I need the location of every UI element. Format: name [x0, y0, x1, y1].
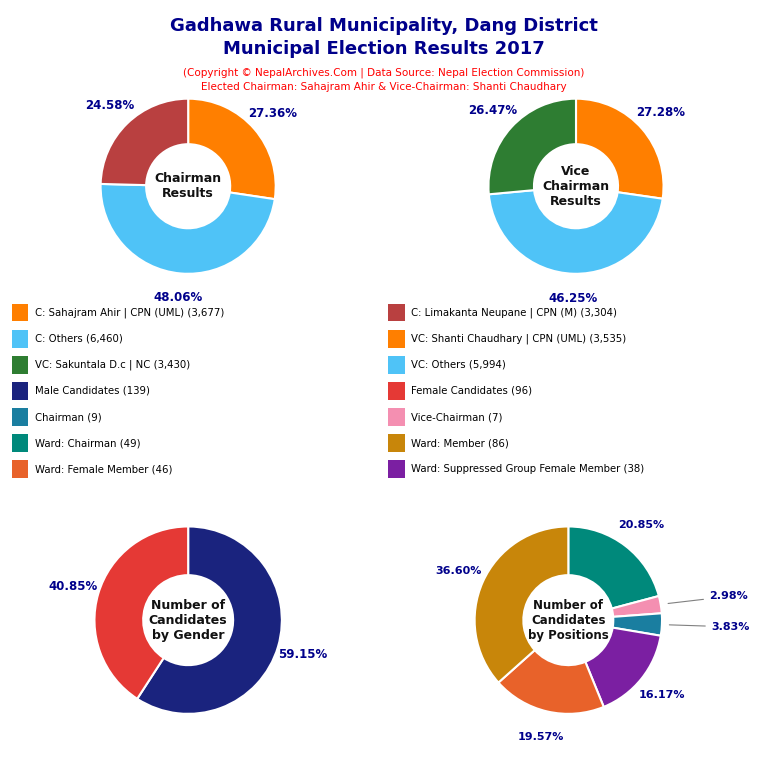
Text: 20.85%: 20.85%	[618, 520, 664, 530]
Wedge shape	[94, 527, 188, 699]
Bar	[388, 461, 405, 478]
Text: VC: Shanti Chaudhary | CPN (UML) (3,535): VC: Shanti Chaudhary | CPN (UML) (3,535)	[411, 333, 626, 344]
Bar	[12, 330, 28, 347]
Text: 26.47%: 26.47%	[468, 104, 518, 118]
Text: Male Candidates (139): Male Candidates (139)	[35, 386, 150, 396]
Text: 40.85%: 40.85%	[48, 580, 98, 593]
Text: Female Candidates (96): Female Candidates (96)	[411, 386, 532, 396]
Text: Vice
Chairman
Results: Vice Chairman Results	[542, 165, 610, 207]
Text: Ward: Female Member (46): Ward: Female Member (46)	[35, 464, 172, 475]
Text: 27.36%: 27.36%	[249, 107, 297, 120]
Wedge shape	[576, 99, 664, 199]
Text: Chairman (9): Chairman (9)	[35, 412, 101, 422]
Text: 19.57%: 19.57%	[518, 732, 564, 742]
Bar	[12, 461, 28, 478]
Text: Number of
Candidates
by Gender: Number of Candidates by Gender	[149, 599, 227, 641]
Wedge shape	[612, 596, 662, 617]
Text: Number of
Candidates
by Positions: Number of Candidates by Positions	[528, 599, 609, 641]
Wedge shape	[101, 99, 188, 185]
Wedge shape	[475, 527, 568, 683]
Wedge shape	[488, 190, 663, 273]
Wedge shape	[488, 99, 576, 194]
Bar	[12, 382, 28, 399]
Bar	[388, 330, 405, 347]
Wedge shape	[568, 527, 659, 608]
Bar	[388, 435, 405, 452]
Text: Gadhawa Rural Municipality, Dang District
Municipal Election Results 2017: Gadhawa Rural Municipality, Dang Distric…	[170, 17, 598, 58]
Text: Ward: Member (86): Ward: Member (86)	[411, 438, 508, 449]
Text: 16.17%: 16.17%	[639, 690, 685, 700]
Text: 24.58%: 24.58%	[85, 100, 134, 112]
Wedge shape	[585, 627, 660, 707]
Wedge shape	[188, 99, 276, 199]
Text: C: Sahajram Ahir | CPN (UML) (3,677): C: Sahajram Ahir | CPN (UML) (3,677)	[35, 307, 224, 318]
Text: (Copyright © NepalArchives.Com | Data Source: Nepal Election Commission)
Elected: (Copyright © NepalArchives.Com | Data So…	[184, 68, 584, 92]
Bar	[12, 435, 28, 452]
Bar	[388, 304, 405, 321]
Text: Vice-Chairman (7): Vice-Chairman (7)	[411, 412, 502, 422]
Wedge shape	[498, 650, 604, 713]
Text: Chairman
Results: Chairman Results	[154, 172, 222, 200]
Text: 2.98%: 2.98%	[668, 591, 748, 604]
Bar	[12, 304, 28, 321]
Text: VC: Sakuntala D.c | NC (3,430): VC: Sakuntala D.c | NC (3,430)	[35, 359, 190, 370]
Bar	[388, 356, 405, 373]
Text: C: Limakanta Neupane | CPN (M) (3,304): C: Limakanta Neupane | CPN (M) (3,304)	[411, 307, 617, 318]
Wedge shape	[101, 184, 275, 273]
Text: C: Others (6,460): C: Others (6,460)	[35, 333, 122, 344]
Bar	[388, 409, 405, 425]
Text: VC: Others (5,994): VC: Others (5,994)	[411, 359, 506, 370]
Bar	[12, 356, 28, 373]
Text: 46.25%: 46.25%	[548, 292, 598, 305]
Wedge shape	[613, 614, 662, 636]
Bar	[12, 409, 28, 425]
Text: 48.06%: 48.06%	[154, 291, 203, 304]
Wedge shape	[137, 527, 282, 713]
Bar	[388, 382, 405, 399]
Text: Ward: Chairman (49): Ward: Chairman (49)	[35, 438, 141, 449]
Text: 3.83%: 3.83%	[670, 622, 750, 632]
Text: 36.60%: 36.60%	[435, 566, 482, 576]
Text: Ward: Suppressed Group Female Member (38): Ward: Suppressed Group Female Member (38…	[411, 464, 644, 475]
Text: 27.28%: 27.28%	[636, 107, 685, 119]
Text: 59.15%: 59.15%	[279, 647, 328, 660]
